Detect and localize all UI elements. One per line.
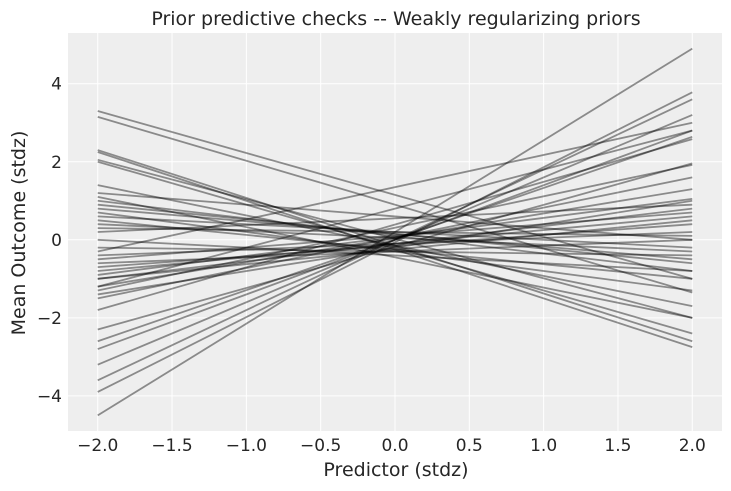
- y-tick-label: 2: [51, 153, 62, 173]
- prior-line: [97, 110, 693, 280]
- prior-line: [97, 211, 693, 292]
- x-tick-label: 0.5: [456, 436, 483, 456]
- prior-line: [97, 197, 693, 276]
- prior-line: [97, 188, 693, 288]
- prior-line: [97, 207, 693, 261]
- prior-line: [97, 211, 693, 261]
- prior-line: [97, 135, 693, 343]
- prior-line: [97, 116, 693, 294]
- prior-line: [97, 199, 693, 272]
- y-tick-label: −4: [37, 387, 62, 407]
- x-tick-label: 2.0: [679, 436, 706, 456]
- x-tick-label: −1.5: [151, 436, 192, 456]
- prior-line: [97, 231, 693, 257]
- x-tick-label: −1.0: [226, 436, 267, 456]
- y-tick-label: 4: [51, 75, 62, 95]
- y-tick-labels: −4 −2 0 2 4: [37, 75, 62, 407]
- prior-line: [97, 164, 693, 292]
- prior-line: [97, 203, 693, 265]
- x-tick-label: −2.0: [77, 436, 118, 456]
- x-tick-label: 1.0: [530, 436, 557, 456]
- prior-line: [97, 98, 693, 382]
- prior-line: [97, 162, 693, 331]
- prior-line: [97, 151, 693, 348]
- x-grid: [97, 33, 693, 431]
- prior-line: [97, 129, 693, 350]
- prior-line: [97, 227, 693, 237]
- series-lines: [97, 47, 693, 417]
- y-tick-label: 0: [51, 231, 62, 251]
- prior-line: [97, 199, 693, 296]
- x-axis-label: Predictor (stdz): [323, 459, 468, 481]
- prior-line: [97, 158, 693, 319]
- x-tick-labels: −2.0 −1.5 −1.0 −0.5 0.0 0.5 1.0 1.5 2.0: [77, 436, 706, 456]
- prior-line: [97, 207, 693, 280]
- prior-line: [97, 246, 693, 257]
- prior-line: [97, 223, 693, 253]
- prior-line: [97, 238, 693, 265]
- prior-line: [97, 114, 693, 366]
- y-grid: [68, 83, 722, 397]
- y-tick-label: −2: [37, 309, 62, 329]
- x-tick-label: 1.5: [604, 436, 631, 456]
- x-tick-label: 0.0: [381, 436, 408, 456]
- prior-line: [97, 138, 693, 311]
- prior-line: [97, 129, 693, 288]
- prior-line: [97, 219, 693, 280]
- prior-line: [97, 215, 693, 272]
- y-axis-label: Mean Outcome (stdz): [8, 131, 30, 336]
- prior-line: [97, 91, 693, 393]
- chart-title: Prior predictive checks -- Weakly regula…: [151, 8, 640, 30]
- prior-line: [97, 184, 693, 308]
- prior-line: [97, 203, 693, 233]
- prior-line: [97, 121, 693, 253]
- prior-line: [97, 160, 693, 335]
- prior-line: [97, 192, 693, 241]
- x-tick-label: −0.5: [300, 436, 341, 456]
- prior-line: [97, 223, 693, 269]
- prior-line: [97, 47, 693, 417]
- prior-line: [97, 219, 693, 280]
- prior-line: [97, 196, 693, 319]
- prior-line: [97, 238, 693, 272]
- prior-line: [97, 149, 693, 343]
- prior-line: [97, 215, 693, 249]
- prior-line: [97, 176, 693, 300]
